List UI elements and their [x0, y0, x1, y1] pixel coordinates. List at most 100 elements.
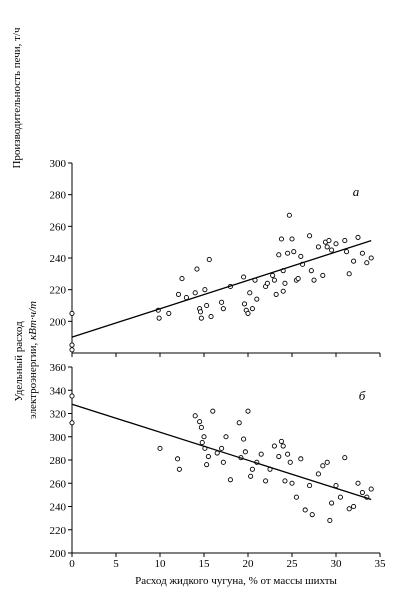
panel-b-data-point: [219, 445, 225, 451]
panel-b-data-point: [302, 507, 308, 513]
panel-a-data-point: [326, 238, 332, 244]
panel-a-chart: 200 220 240 260 280 300 а: [50, 158, 381, 357]
panel-b-data-point: [285, 451, 291, 457]
panel-a-data-point: [204, 302, 210, 309]
panel-b-data-point: [307, 483, 313, 489]
panel-a-data-point: [202, 287, 208, 293]
panel-a-data-point: [311, 277, 317, 283]
panel-b-data-point: [276, 453, 282, 460]
panel-a-data-point: [245, 310, 251, 316]
panel-a-data-point: [342, 238, 348, 244]
panel-a-data-point: [197, 309, 204, 315]
panel-b-data-point: [241, 436, 247, 442]
panel-b-y-tick-label: 280: [50, 455, 67, 467]
panel-a-data-point: [285, 250, 291, 256]
panel-a-data-point: [324, 244, 330, 250]
panel-b-data-point: [69, 393, 75, 399]
panel-a-y-tick-label: 260: [50, 221, 67, 233]
panel-a-data-point: [241, 274, 247, 280]
panel-b-data-point: [282, 478, 288, 484]
top-y-axis-label: Производительность печи, т/ч: [11, 27, 23, 169]
panel-a-y-tick-label: 300: [50, 158, 67, 170]
panel-a-data-point: [359, 250, 365, 256]
panel-b-y-tick-label: 200: [50, 548, 67, 560]
panel-a-data-point: [333, 241, 339, 247]
panel-a-y-tick-label: 200: [50, 316, 67, 328]
panel-b-data-point: [263, 478, 269, 484]
panel-b-x-tick-label: 30: [331, 558, 343, 570]
panel-a-data-point: [192, 290, 198, 296]
panel-a-data-point: [298, 253, 304, 259]
panel-b-x-tick-label: 25: [287, 558, 299, 570]
panel-a-data-point: [264, 280, 270, 286]
panel-a-data-point: [346, 271, 352, 277]
panel-a-y-tick-label: 240: [50, 253, 67, 265]
panel-a-data-point: [315, 244, 321, 250]
panel-a-data-point: [271, 277, 277, 283]
panel-a-data-point: [219, 299, 225, 305]
panel-b-data-point: [327, 517, 333, 524]
panel-b-x-tick-label: 15: [199, 558, 211, 570]
panel-b-data-point: [278, 438, 284, 444]
panel-b-data-point: [248, 473, 254, 479]
panel-b-data-point: [192, 413, 198, 419]
panel-b-data-point: [351, 503, 357, 510]
panel-b-y-tick-label: 220: [50, 525, 67, 537]
panel-a-y-tick-label: 220: [50, 285, 67, 297]
panel-b-data-point: [69, 420, 75, 426]
panel-a-y-tick-label: 280: [50, 190, 67, 202]
panel-b-data-point: [342, 455, 348, 461]
panel-b-data-point: [258, 451, 264, 457]
panel-a-data-point: [206, 257, 212, 263]
panel-a-data-point: [166, 310, 172, 316]
panel-a-data-point: [291, 249, 297, 255]
panel-b-x-tick-label: 10: [155, 558, 167, 570]
panel-a-data-point: [270, 272, 276, 278]
bottom-y-axis-label-line1: Удельный расход: [13, 321, 25, 402]
panel-b-data-point: [249, 466, 255, 472]
panel-a-data-point: [368, 255, 374, 261]
panel-b-y-tick-label: 260: [50, 478, 67, 490]
panel-b-data-point: [199, 440, 205, 446]
panel-a-label: а: [353, 184, 360, 199]
panel-a-data-point: [194, 266, 200, 272]
panel-a-data-point: [247, 290, 253, 296]
panel-b-x-tick-label: 0: [69, 558, 75, 570]
panel-a-data-point: [183, 295, 189, 301]
panel-a-data-point: [320, 272, 326, 278]
panel-b-x-tick-label: 5: [113, 558, 119, 570]
panel-b-data-point: [355, 480, 361, 486]
panel-a-data-point: [69, 347, 75, 353]
panel-b-data-point: [223, 434, 229, 440]
panel-b-data-point: [287, 459, 293, 465]
panel-b-y-tick-label: 320: [50, 409, 67, 421]
panel-b-y-tick-label: 340: [50, 385, 67, 397]
panel-a-data-point: [69, 310, 75, 316]
panel-a-data-point: [295, 276, 301, 282]
panel-a-data-point: [289, 236, 295, 242]
panel-b-data-point: [198, 424, 204, 431]
panel-b-data-point: [157, 445, 163, 451]
panel-b-label: б: [359, 388, 366, 403]
panel-a-data-point: [249, 306, 255, 312]
panel-b-data-point: [227, 477, 233, 483]
panel-b-data-point: [205, 453, 211, 460]
panel-b-chart: 200 220 240 260 280 300 320 340 360 0 5 10 15 20 25 30 3…: [50, 362, 387, 570]
panel-a-data-point: [344, 249, 350, 255]
panel-a-data-point: [276, 252, 282, 258]
panel-a-data-point: [273, 291, 279, 297]
panel-b-data-point: [289, 480, 295, 486]
panel-b-data-point: [236, 420, 242, 426]
x-axis-label: Расход жидкого чугуна, % от массы шихты: [135, 575, 337, 587]
panel-b-data-point: [346, 506, 352, 512]
panel-a-data-point: [286, 212, 292, 218]
panel-b-data-point: [315, 471, 321, 477]
panel-b-data-point: [333, 483, 339, 489]
panel-a-data-point: [175, 291, 182, 297]
panel-b-data-point: [293, 494, 299, 500]
panel-a-data-point: [351, 258, 357, 264]
panel-a-data-point: [364, 260, 370, 266]
panel-a-data-point: [179, 276, 185, 282]
panel-a-data-point: [307, 233, 313, 239]
